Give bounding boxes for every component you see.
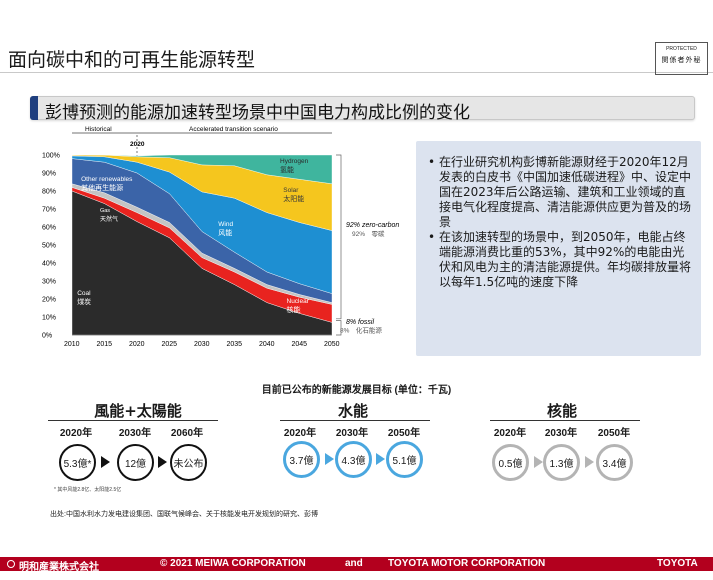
y-tick-label: 50% xyxy=(42,243,56,250)
x-tick-label: 2030 xyxy=(194,341,210,348)
solar-label-en: Solar xyxy=(283,187,299,194)
gas-label-en: Gas xyxy=(100,208,110,214)
arrow-icon xyxy=(101,456,110,468)
y-tick-label: 60% xyxy=(42,225,56,232)
x-tick-label: 2050 xyxy=(324,341,340,348)
y-tick-label: 70% xyxy=(42,207,56,214)
other-renewables-label-en: Other renewables xyxy=(81,176,133,183)
source-note: 出处:中国水利水力发电建设集团、国联气候峰会、关于核能发电开发规划的研究、彭博 xyxy=(50,511,318,518)
year-label: 2020年 xyxy=(59,428,93,439)
other-renewables-label-cn: 其他再生能源 xyxy=(81,183,123,192)
wind-label-cn: 风能 xyxy=(218,228,232,237)
x-tick-label: 2045 xyxy=(292,341,308,348)
year-label: 2020年 xyxy=(283,428,317,439)
year-label: 2030年 xyxy=(544,428,578,439)
section-title-wind-solar: 風能+太陽能 xyxy=(94,402,182,420)
section-rule xyxy=(490,420,640,421)
wind-label-en: Wind xyxy=(218,221,233,228)
target-circle: 1.3億 xyxy=(543,444,580,481)
fossil-annotation-cn: 8% 化石能源 xyxy=(340,325,382,334)
label-historical: Historical xyxy=(85,126,112,133)
section-title-hydro: 水能 xyxy=(337,402,368,420)
hydrogen-label-en: Hydrogen xyxy=(280,158,309,165)
x-tick-label: 2010 xyxy=(64,341,80,348)
arrow-icon xyxy=(534,456,543,468)
section-rule xyxy=(48,420,218,421)
coal-label-en: Coal xyxy=(77,290,91,297)
target-circle: 3.4億 xyxy=(596,444,633,481)
hydrogen-label-cn: 氢能 xyxy=(280,165,294,174)
arrow-icon xyxy=(585,456,594,468)
subtitle-bar: 彭博预测的能源加速转型场景中中国电力构成比例的变化 xyxy=(30,96,695,123)
nuclear-label-cn: 核能 xyxy=(287,305,301,314)
y-tick-label: 100% xyxy=(42,153,60,160)
y-tick-label: 80% xyxy=(42,189,56,196)
target-circle: 12億 xyxy=(117,444,154,481)
target-circle: 5.3億* xyxy=(59,444,96,481)
year-label: 2050年 xyxy=(597,428,631,439)
footer-company-left: 明和産業株式会社 xyxy=(19,562,99,573)
bullet-item: 在该加速转型的场景中，到2050年，电能占终端能源消费比重的53%，其中92%的… xyxy=(428,230,691,290)
year-label: 2050年 xyxy=(387,428,421,439)
footer-and: and xyxy=(345,558,363,569)
x-tick-label: 2025 xyxy=(162,341,178,348)
gas-label-cn: 天然气 xyxy=(100,215,118,223)
label-accelerated: Accelerated transition scenario xyxy=(189,126,278,133)
protected-stamp: PROTECTED 関係者外秘 xyxy=(655,42,708,75)
page-title: 面向碳中和的可再生能源转型 xyxy=(8,49,256,71)
target-circle: 未公布 xyxy=(170,444,207,481)
target-circle: 4.3億 xyxy=(335,441,372,478)
area-hydrogen xyxy=(72,154,333,185)
arrow-icon xyxy=(158,456,167,468)
fossil-annotation: 8% fossil xyxy=(346,319,374,326)
arrow-icon xyxy=(376,453,385,465)
subtitle-accent xyxy=(30,96,38,120)
subtitle-text: 彭博预测的能源加速转型场景中中国电力构成比例的变化 xyxy=(45,103,470,123)
zero-carbon-bracket xyxy=(336,154,342,320)
footer-brand: TOYOTA xyxy=(657,558,698,569)
nuclear-label-en: Nuclear xyxy=(287,298,310,305)
y-tick-label: 90% xyxy=(42,171,56,178)
footer-copyright: © 2021 MEIWA CORPORATION xyxy=(160,558,306,569)
protected-label: PROTECTED xyxy=(666,46,697,52)
coal-label-cn: 煤炭 xyxy=(77,297,91,306)
y-tick-label: 10% xyxy=(42,315,56,322)
x-tick-label: 2020 xyxy=(129,341,145,348)
targets-title: 目前已公布的新能源发展目标 (单位：千瓦) xyxy=(261,385,452,396)
target-circle: 0.5億 xyxy=(492,444,529,481)
year-label: 2060年 xyxy=(170,428,204,439)
x-tick-label: 2040 xyxy=(259,341,275,348)
bullet-item: 在行业研究机构彭博新能源财经于2020年12月发表的白皮书《中国加速低碳进程》中… xyxy=(428,155,691,230)
fossil-bracket xyxy=(336,320,342,336)
target-circle: 3.7億 xyxy=(283,441,320,478)
title-divider xyxy=(0,72,713,73)
y-tick-label: 0% xyxy=(42,333,52,340)
y-tick-label: 30% xyxy=(42,279,56,286)
power-mix-chart: Historical Accelerated transition scenari… xyxy=(42,126,399,348)
meiwa-logo-icon xyxy=(7,560,15,568)
label-2020: 2020 xyxy=(130,141,145,148)
year-label: 2030年 xyxy=(335,428,369,439)
bullet-box: 在行业研究机构彭博新能源财经于2020年12月发表的白皮书《中国加速低碳进程》中… xyxy=(416,141,701,356)
y-tick-label: 20% xyxy=(42,297,56,304)
x-tick-label: 2035 xyxy=(227,341,243,348)
arrow-icon xyxy=(325,453,334,465)
section-title-nuclear: 核能 xyxy=(546,402,577,420)
footnote: * 其中风能2.8亿、太阳能2.5亿 xyxy=(54,487,122,493)
solar-label-cn: 太阳能 xyxy=(283,194,304,203)
year-label: 2020年 xyxy=(493,428,527,439)
footer-bar: 明和産業株式会社 © 2021 MEIWA CORPORATION and TO… xyxy=(0,557,713,573)
section-rule xyxy=(280,420,430,421)
y-tick-label: 40% xyxy=(42,261,56,268)
zero-carbon-annotation-cn: 92% 零碳 xyxy=(352,229,385,238)
year-label: 2030年 xyxy=(118,428,152,439)
footer-company-right: TOYOTA MOTOR CORPORATION xyxy=(388,558,546,569)
target-circle: 5.1億 xyxy=(386,441,423,478)
protected-cn-label: 関係者外秘 xyxy=(661,56,702,64)
zero-carbon-annotation: 92% zero-carbon xyxy=(346,222,399,229)
x-tick-label: 2015 xyxy=(97,341,113,348)
